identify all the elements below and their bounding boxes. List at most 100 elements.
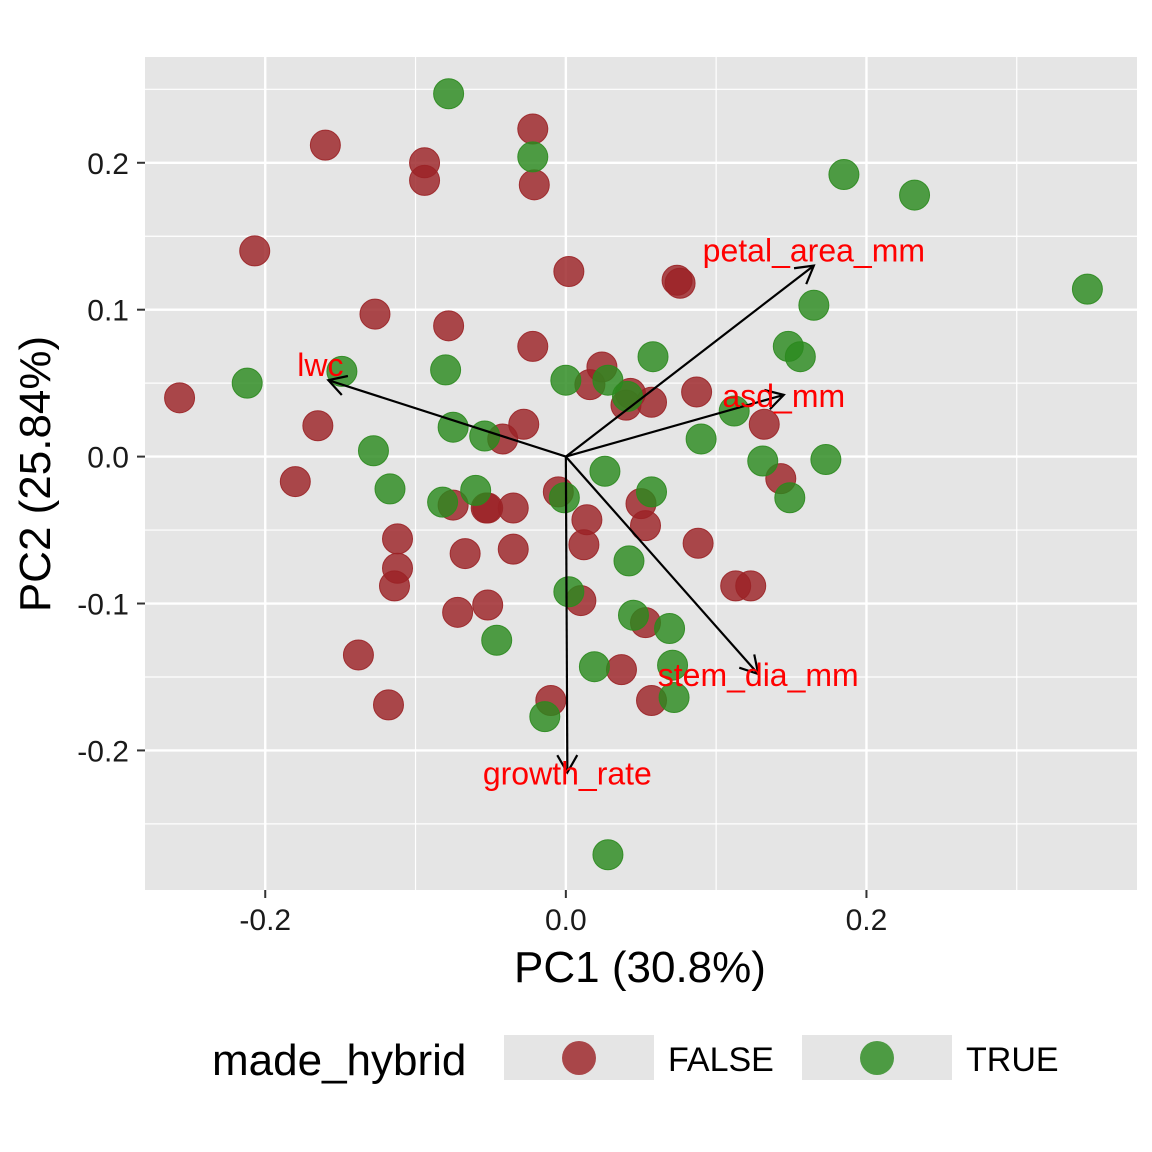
loading-arrow-stem_dia_mm <box>565 455 760 675</box>
data-point-false <box>508 408 540 440</box>
data-point-false <box>472 589 504 621</box>
data-point-true <box>784 341 816 373</box>
data-point-true <box>637 341 669 373</box>
data-points <box>164 78 1103 871</box>
data-point-true <box>357 435 389 467</box>
data-point-true <box>899 179 931 211</box>
data-point-true <box>611 380 643 412</box>
data-point-false <box>309 129 341 161</box>
data-point-false <box>517 113 549 145</box>
legend-title: made_hybrid <box>212 1036 466 1085</box>
y-axis-label: PC2 (25.84%) <box>11 336 60 612</box>
loading-arrowhead-petal_area_mm <box>793 264 816 285</box>
data-point-true <box>529 701 561 733</box>
data-point-false <box>553 255 585 287</box>
data-point-false <box>239 235 271 267</box>
data-point-false <box>359 298 391 330</box>
data-point-true <box>427 486 459 518</box>
data-point-true <box>548 482 580 514</box>
data-point-false <box>605 654 637 686</box>
data-point-true <box>747 445 779 477</box>
legend-key-false-point <box>562 1041 596 1075</box>
loading-label-stem_dia_mm: stem_dia_mm <box>658 657 859 693</box>
data-point-true <box>374 473 406 505</box>
data-point-true <box>657 649 689 681</box>
legend: made_hybrid FALSE TRUE <box>212 1035 1059 1085</box>
loading-arrow-petal_area_mm <box>565 264 815 458</box>
data-point-true <box>437 411 469 443</box>
loading-arrowhead-growth_rate <box>556 754 579 775</box>
data-point-false <box>342 639 374 671</box>
legend-label-false: FALSE <box>668 1041 774 1079</box>
x-axis-ticks: -0.2 0.0 0.2 <box>239 890 887 937</box>
data-point-false <box>748 408 780 440</box>
data-point-false <box>681 376 713 408</box>
loading-label-petal_area_mm: petal_area_mm <box>703 233 925 269</box>
data-point-true <box>685 423 717 455</box>
data-point-false <box>164 382 196 414</box>
data-point-false <box>433 310 465 342</box>
data-point-true <box>718 395 750 427</box>
loading-arrows: lwc petal_area_mm asd_mm stem_dia_mm growth_… <box>297 233 925 792</box>
data-point-false <box>442 596 474 628</box>
legend-label-true: TRUE <box>966 1041 1059 1079</box>
data-point-false <box>302 410 334 442</box>
data-point-false <box>449 538 481 570</box>
loading-arrow-growth_rate <box>564 456 569 773</box>
data-point-false <box>497 533 529 565</box>
data-point-true <box>433 78 465 110</box>
data-point-true <box>430 354 462 386</box>
data-point-false <box>664 267 696 299</box>
data-point-true <box>589 455 621 487</box>
data-point-false <box>279 466 311 498</box>
data-point-false <box>379 570 411 602</box>
data-point-true <box>636 476 668 508</box>
loading-label-growth_rate: growth_rate <box>483 755 652 791</box>
data-point-true <box>460 474 492 506</box>
data-point-true <box>553 576 585 608</box>
data-point-true <box>658 682 690 714</box>
data-point-true <box>810 444 842 476</box>
loading-arrowhead-asd_mm <box>764 388 786 411</box>
data-point-false <box>630 510 662 542</box>
x-tick-label: 0.0 <box>545 904 587 937</box>
y-tick-label: 0.1 <box>87 295 129 328</box>
loading-label-asd_mm: asd_mm <box>722 378 845 414</box>
data-point-true <box>1071 273 1103 305</box>
data-point-true <box>592 839 624 871</box>
data-point-false <box>682 527 714 559</box>
data-point-true <box>231 367 263 399</box>
data-point-true <box>481 624 513 656</box>
data-point-false <box>517 330 549 362</box>
data-point-false <box>372 689 404 721</box>
y-tick-label: 0.0 <box>87 442 129 475</box>
data-point-true <box>469 420 501 452</box>
data-point-true <box>550 364 582 396</box>
loading-arrowhead-lwc <box>326 374 349 396</box>
loading-arrow-lwc <box>328 379 567 458</box>
x-tick-label: -0.2 <box>239 904 291 937</box>
legend-key-true-point <box>860 1041 894 1075</box>
data-point-false <box>518 169 550 201</box>
y-axis-ticks: -0.2 -0.1 0.0 0.1 0.2 <box>77 148 145 768</box>
data-point-true <box>654 612 686 644</box>
data-point-true <box>828 159 860 191</box>
x-tick-label: 0.2 <box>846 904 888 937</box>
loading-arrowhead-stem_dia_mm <box>738 654 760 676</box>
loading-label-lwc: lwc <box>297 347 343 383</box>
data-point-false <box>382 523 414 555</box>
data-point-true <box>798 289 830 321</box>
x-axis-label: PC1 (30.8%) <box>514 943 766 992</box>
data-point-true <box>774 482 806 514</box>
data-point-false <box>497 492 529 524</box>
data-point-false <box>735 570 767 602</box>
data-point-true <box>613 545 645 577</box>
data-point-false <box>409 164 441 196</box>
data-point-true <box>617 599 649 631</box>
y-tick-label: 0.2 <box>87 148 129 181</box>
y-tick-label: -0.2 <box>77 735 129 768</box>
data-point-true <box>578 651 610 683</box>
data-point-false <box>571 504 603 536</box>
y-tick-label: -0.1 <box>77 589 129 622</box>
